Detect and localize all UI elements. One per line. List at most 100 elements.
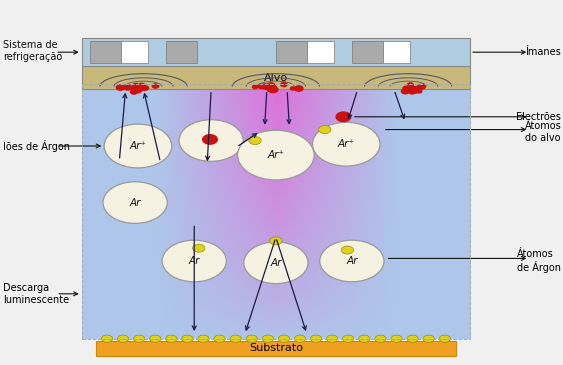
Circle shape [408,83,413,87]
Bar [166,41,197,63]
Circle shape [141,86,147,91]
Text: Ar: Ar [189,256,200,266]
Bar [90,41,121,63]
Bar [82,84,470,339]
Circle shape [166,335,177,342]
Circle shape [198,335,209,342]
Text: Ar: Ar [205,135,217,146]
Circle shape [375,335,386,342]
Circle shape [269,84,274,88]
Circle shape [267,83,273,87]
Circle shape [131,90,137,94]
Circle shape [391,335,402,342]
Bar [276,41,307,63]
Circle shape [101,335,113,342]
Circle shape [267,87,273,91]
Circle shape [262,335,274,342]
Bar [307,41,334,63]
Bar [352,41,383,63]
Circle shape [413,90,418,93]
Circle shape [150,335,161,342]
Circle shape [418,84,426,89]
Circle shape [133,84,139,87]
Circle shape [439,335,450,342]
Circle shape [291,87,295,90]
Circle shape [132,85,138,89]
Circle shape [244,242,308,284]
Circle shape [258,84,265,88]
Circle shape [320,240,384,282]
Circle shape [417,90,422,93]
Circle shape [203,135,217,144]
Circle shape [312,122,380,166]
Circle shape [179,120,243,161]
Circle shape [269,88,276,92]
Circle shape [336,112,351,122]
Circle shape [131,86,137,89]
Bar [383,41,410,63]
Circle shape [401,89,409,94]
Text: Átomos
de Árgon: Átomos de Árgon [517,249,561,273]
Circle shape [104,124,172,168]
Circle shape [135,89,141,93]
Text: Ímanes: Ímanes [526,47,561,57]
Circle shape [238,130,314,180]
Text: Ar⁺: Ar⁺ [267,150,284,160]
Circle shape [193,244,205,252]
Circle shape [294,86,303,91]
Bar [96,341,456,356]
Circle shape [267,85,274,89]
Text: Iões de Árgon: Iões de Árgon [3,140,70,152]
Circle shape [410,90,415,93]
Circle shape [411,87,418,91]
Circle shape [327,335,338,342]
Text: Ar⁺: Ar⁺ [338,139,355,149]
Circle shape [152,84,159,88]
Circle shape [407,335,418,342]
Text: Ar: Ar [346,256,358,266]
Circle shape [103,182,167,223]
Circle shape [141,86,149,90]
Circle shape [319,126,331,134]
Text: Alvo: Alvo [264,73,288,82]
Text: Átomos
do alvo: Átomos do alvo [525,121,561,143]
Circle shape [271,86,276,89]
Circle shape [139,86,146,90]
Circle shape [270,237,282,245]
Circle shape [118,335,129,342]
Circle shape [230,335,242,342]
Circle shape [162,240,226,282]
Circle shape [409,87,417,92]
Circle shape [117,85,124,90]
Text: Ar: Ar [129,197,141,208]
Circle shape [341,246,354,254]
Text: Sistema de
refrigeração: Sistema de refrigeração [3,40,62,62]
Circle shape [182,335,193,342]
Circle shape [133,335,145,342]
Circle shape [252,85,257,89]
Circle shape [408,89,416,94]
Circle shape [343,335,354,342]
Circle shape [269,87,278,92]
Text: Electrões: Electrões [516,112,561,122]
Circle shape [137,85,144,90]
Bar [82,38,470,66]
Bar [121,41,148,63]
Circle shape [138,83,145,87]
Text: Ar: Ar [270,258,282,268]
Circle shape [281,82,287,87]
Circle shape [136,87,142,92]
Circle shape [214,335,225,342]
Text: Ar⁺: Ar⁺ [129,141,146,151]
Text: Substrato: Substrato [249,343,303,353]
Circle shape [409,88,415,92]
Circle shape [411,89,416,92]
Circle shape [249,137,261,145]
Circle shape [246,335,257,342]
Bar [82,66,470,89]
Circle shape [423,335,434,342]
Circle shape [403,86,409,90]
Circle shape [294,335,306,342]
Circle shape [267,83,275,88]
Text: Descarga
luminescente: Descarga luminescente [3,283,69,305]
